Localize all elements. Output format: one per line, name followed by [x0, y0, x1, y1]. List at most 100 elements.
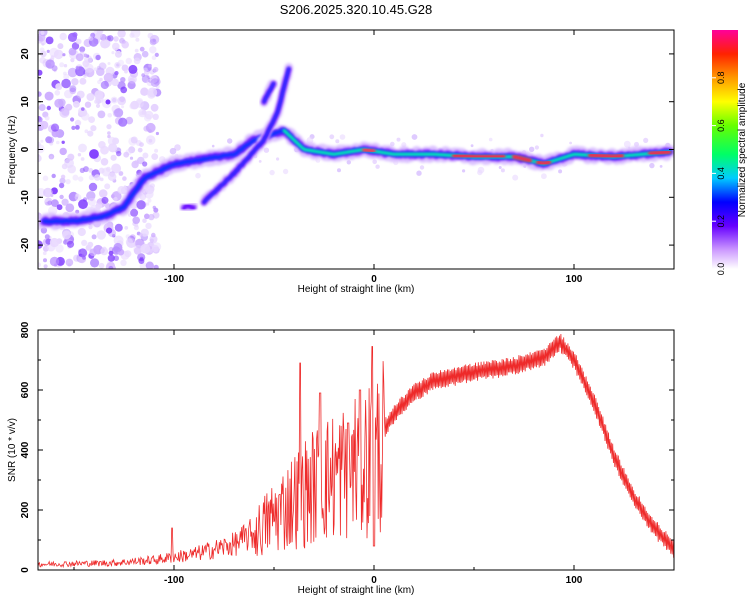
noise-speckle	[107, 113, 112, 118]
colorbar-gradient	[712, 30, 738, 269]
noise-speckle	[110, 154, 117, 161]
noise-speckle	[121, 40, 129, 49]
noise-speckle	[83, 53, 88, 58]
noise-speckle	[88, 182, 98, 192]
ridge-hotspot	[512, 154, 532, 163]
noise-speckle	[100, 80, 109, 90]
noise-speckle	[90, 258, 100, 268]
noise-speckle	[123, 185, 127, 189]
noise-speckle	[62, 230, 71, 240]
noise-speckle	[114, 50, 122, 58]
colorbar-label: Normalized spectral amplitude	[737, 82, 748, 217]
noise-speckle	[125, 234, 131, 240]
noise-speckle	[104, 183, 111, 190]
colorbar-tick-label: 0.4	[716, 167, 726, 180]
snr-panel: -100 0 100 0 200 400 600 800 Height of straight…	[7, 321, 675, 596]
snr-series-line	[38, 333, 674, 569]
noise-speckle	[38, 104, 46, 111]
noise-speckle	[68, 47, 77, 56]
noise-speckle	[634, 141, 639, 147]
noise-speckle	[142, 152, 149, 159]
y-tick-label: 400	[20, 441, 31, 458]
noise-speckle	[100, 158, 109, 166]
noise-speckle	[127, 74, 137, 84]
noise-speckle	[58, 182, 65, 189]
noise-speckle	[59, 62, 65, 68]
noise-speckle	[71, 125, 76, 130]
noise-speckle	[120, 259, 127, 266]
noise-speckle	[419, 165, 425, 170]
colorbar-tick-label: 0.0	[716, 263, 726, 276]
noise-speckle	[100, 247, 109, 256]
noise-speckle	[98, 262, 105, 269]
noise-speckle	[54, 90, 61, 96]
noise-speckle	[390, 141, 395, 147]
x-tick-label: 0	[371, 274, 377, 285]
noise-speckle	[66, 240, 75, 248]
noise-speckle	[114, 61, 121, 69]
noise-speckle	[49, 47, 59, 58]
noise-speckle	[127, 81, 136, 90]
noise-speckle	[107, 134, 111, 139]
noise-speckle	[137, 147, 143, 153]
colorbar-ticks: 0.0 0.2 0.4 0.6 0.8	[712, 72, 726, 276]
noise-speckle	[44, 91, 54, 101]
noise-speckle	[67, 153, 75, 161]
noise-speckle	[120, 77, 126, 83]
noise-speckle	[107, 136, 117, 146]
noise-speckle	[100, 145, 109, 155]
noise-speckle	[154, 52, 159, 58]
noise-speckle	[93, 30, 103, 40]
noise-speckle	[117, 30, 126, 38]
noise-speckle	[97, 199, 103, 205]
noise-speckle	[122, 176, 127, 181]
noise-speckle	[108, 143, 118, 153]
y-tick-label: 10	[20, 96, 31, 108]
noise-speckle	[79, 167, 85, 173]
noise-speckle	[128, 64, 138, 74]
noise-speckle	[38, 141, 42, 148]
noise-speckle	[79, 46, 86, 53]
noise-speckle	[150, 103, 159, 112]
snr-xlabel: Height of straight line (km)	[298, 585, 415, 596]
noise-speckle	[75, 66, 80, 70]
noise-speckle	[77, 227, 86, 237]
noise-speckle	[145, 135, 156, 145]
noise-speckle	[135, 99, 144, 108]
noise-speckle	[60, 174, 66, 179]
x-tick-label: -100	[164, 575, 184, 586]
noise-speckle	[121, 105, 125, 109]
x-tick-label: 100	[566, 274, 583, 285]
noise-speckle	[113, 36, 119, 42]
noise-speckle	[51, 199, 59, 208]
noise-speckle	[140, 243, 151, 254]
noise-speckle	[97, 79, 102, 85]
noise-speckle	[152, 38, 156, 42]
noise-speckle	[98, 189, 108, 198]
x-tick-label: 100	[566, 575, 583, 586]
x-tick-label: 0	[371, 575, 377, 586]
noise-speckle	[42, 251, 47, 256]
noise-speckle	[45, 201, 49, 206]
noise-speckle	[46, 105, 51, 111]
noise-speckle	[124, 226, 129, 230]
noise-speckle	[40, 30, 45, 35]
noise-speckle	[133, 57, 141, 65]
noise-speckle	[40, 50, 47, 58]
noise-speckle	[49, 237, 60, 248]
noise-speckle	[78, 199, 88, 210]
noise-speckle	[136, 200, 146, 210]
noise-speckle	[111, 78, 119, 87]
noise-speckle	[134, 159, 140, 165]
noise-speckle	[462, 169, 466, 173]
noise-speckle	[470, 144, 474, 148]
noise-speckle	[65, 203, 75, 213]
noise-speckle	[119, 96, 125, 103]
noise-speckle	[49, 155, 53, 159]
branch-core	[203, 67, 290, 204]
noise-speckle	[149, 46, 157, 54]
noise-speckle	[132, 216, 140, 225]
y-tick-label: 600	[20, 381, 31, 398]
snr-ylabel: SNR (10 * v/v)	[7, 418, 18, 482]
noise-speckle	[83, 74, 87, 78]
